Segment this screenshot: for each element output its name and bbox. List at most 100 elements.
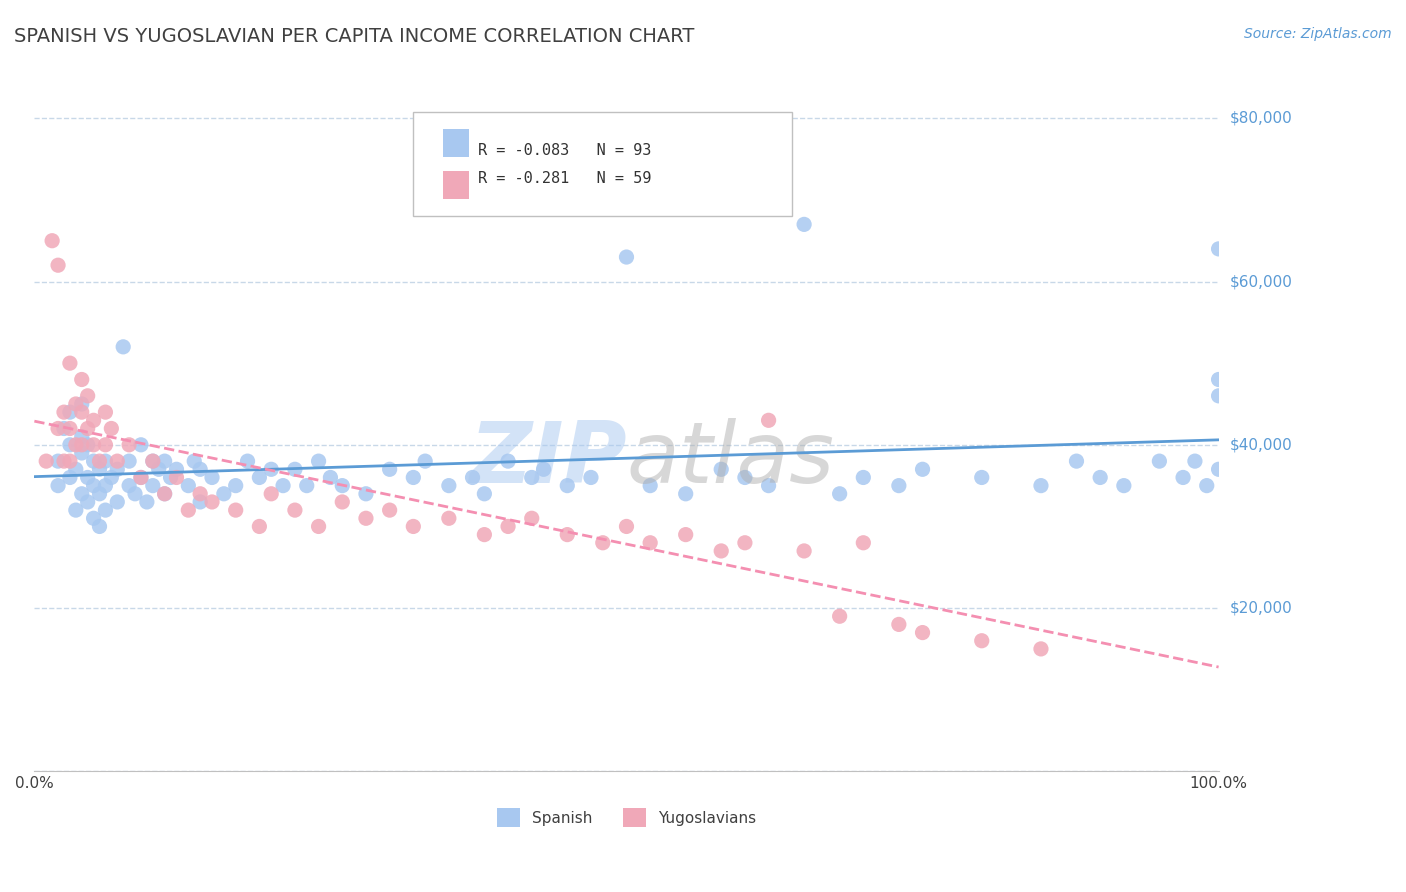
Point (638, 535, 661, 549)
Point (413, 454, 436, 468)
Point (520, 470, 543, 484)
Point (758, 413, 780, 427)
Point (911, 625, 934, 640)
Point (153, 487, 176, 501)
Point (76, 495, 98, 509)
Point (153, 487, 176, 501)
Bar (443, 129, 470, 157)
Point (225, 478, 247, 492)
Point (70, 405, 93, 419)
Point (638, 478, 661, 492)
Point (105, 462, 128, 476)
Point (1066, 454, 1088, 468)
Point (70, 430, 93, 444)
Point (354, 487, 377, 501)
Point (330, 495, 353, 509)
Point (159, 470, 181, 484)
Point (129, 438, 152, 452)
Point (83, 511, 105, 525)
Point (319, 470, 342, 484)
Point (148, 462, 170, 476)
Point (65, 438, 87, 452)
Point (437, 511, 460, 525)
Point (89, 462, 111, 476)
Point (142, 454, 165, 468)
Point (675, 487, 697, 501)
Point (65, 503, 87, 517)
Bar (443, 171, 470, 199)
Point (105, 454, 128, 468)
Text: $80,000: $80,000 (1230, 111, 1292, 126)
Point (308, 454, 330, 468)
Point (579, 470, 602, 484)
Point (1029, 478, 1052, 492)
Point (188, 462, 211, 476)
Point (496, 454, 519, 468)
Text: $40,000: $40,000 (1230, 437, 1292, 452)
Point (135, 495, 157, 509)
Point (59, 421, 82, 435)
Point (35, 454, 58, 468)
Point (284, 503, 307, 517)
Point (59, 454, 82, 468)
Point (53, 454, 76, 468)
Point (65, 397, 87, 411)
Point (53, 405, 76, 419)
Point (710, 462, 733, 476)
Point (46, 421, 69, 435)
Point (1208, 389, 1230, 403)
Text: ZIP: ZIP (468, 417, 627, 500)
Point (89, 487, 111, 501)
Point (94, 405, 117, 419)
Point (284, 462, 307, 476)
Point (271, 478, 294, 492)
Point (330, 478, 353, 492)
Point (46, 454, 69, 468)
Point (177, 478, 200, 492)
Point (46, 478, 69, 492)
Point (970, 633, 993, 648)
Point (887, 478, 910, 492)
Point (59, 356, 82, 370)
Point (100, 470, 122, 484)
Point (496, 519, 519, 533)
Point (118, 438, 141, 452)
Text: SPANISH VS YUGOSLAVIAN PER CAPITA INCOME CORRELATION CHART: SPANISH VS YUGOSLAVIAN PER CAPITA INCOME… (14, 27, 695, 45)
Point (83, 438, 105, 452)
Point (555, 527, 578, 541)
Point (852, 535, 875, 549)
Point (153, 454, 176, 468)
Point (247, 470, 270, 484)
Point (177, 503, 200, 517)
Point (734, 535, 756, 549)
Point (828, 487, 851, 501)
Point (83, 454, 105, 468)
Point (970, 470, 993, 484)
Point (83, 478, 105, 492)
Point (1112, 478, 1135, 492)
Point (100, 421, 122, 435)
Point (59, 438, 82, 452)
Text: atlas: atlas (627, 417, 835, 500)
Point (402, 519, 425, 533)
Point (41, 234, 63, 248)
Point (94, 438, 117, 452)
Point (129, 470, 152, 484)
Point (260, 462, 283, 476)
Point (201, 495, 224, 509)
Point (59, 470, 82, 484)
Point (70, 446, 93, 460)
Point (94, 503, 117, 517)
Point (1208, 242, 1230, 256)
Point (675, 527, 697, 541)
Point (118, 478, 141, 492)
Point (76, 421, 98, 435)
Point (166, 462, 188, 476)
Point (308, 519, 330, 533)
Point (225, 503, 247, 517)
Point (76, 470, 98, 484)
Point (354, 511, 377, 525)
Point (911, 462, 934, 476)
Point (142, 454, 165, 468)
Point (887, 617, 910, 632)
